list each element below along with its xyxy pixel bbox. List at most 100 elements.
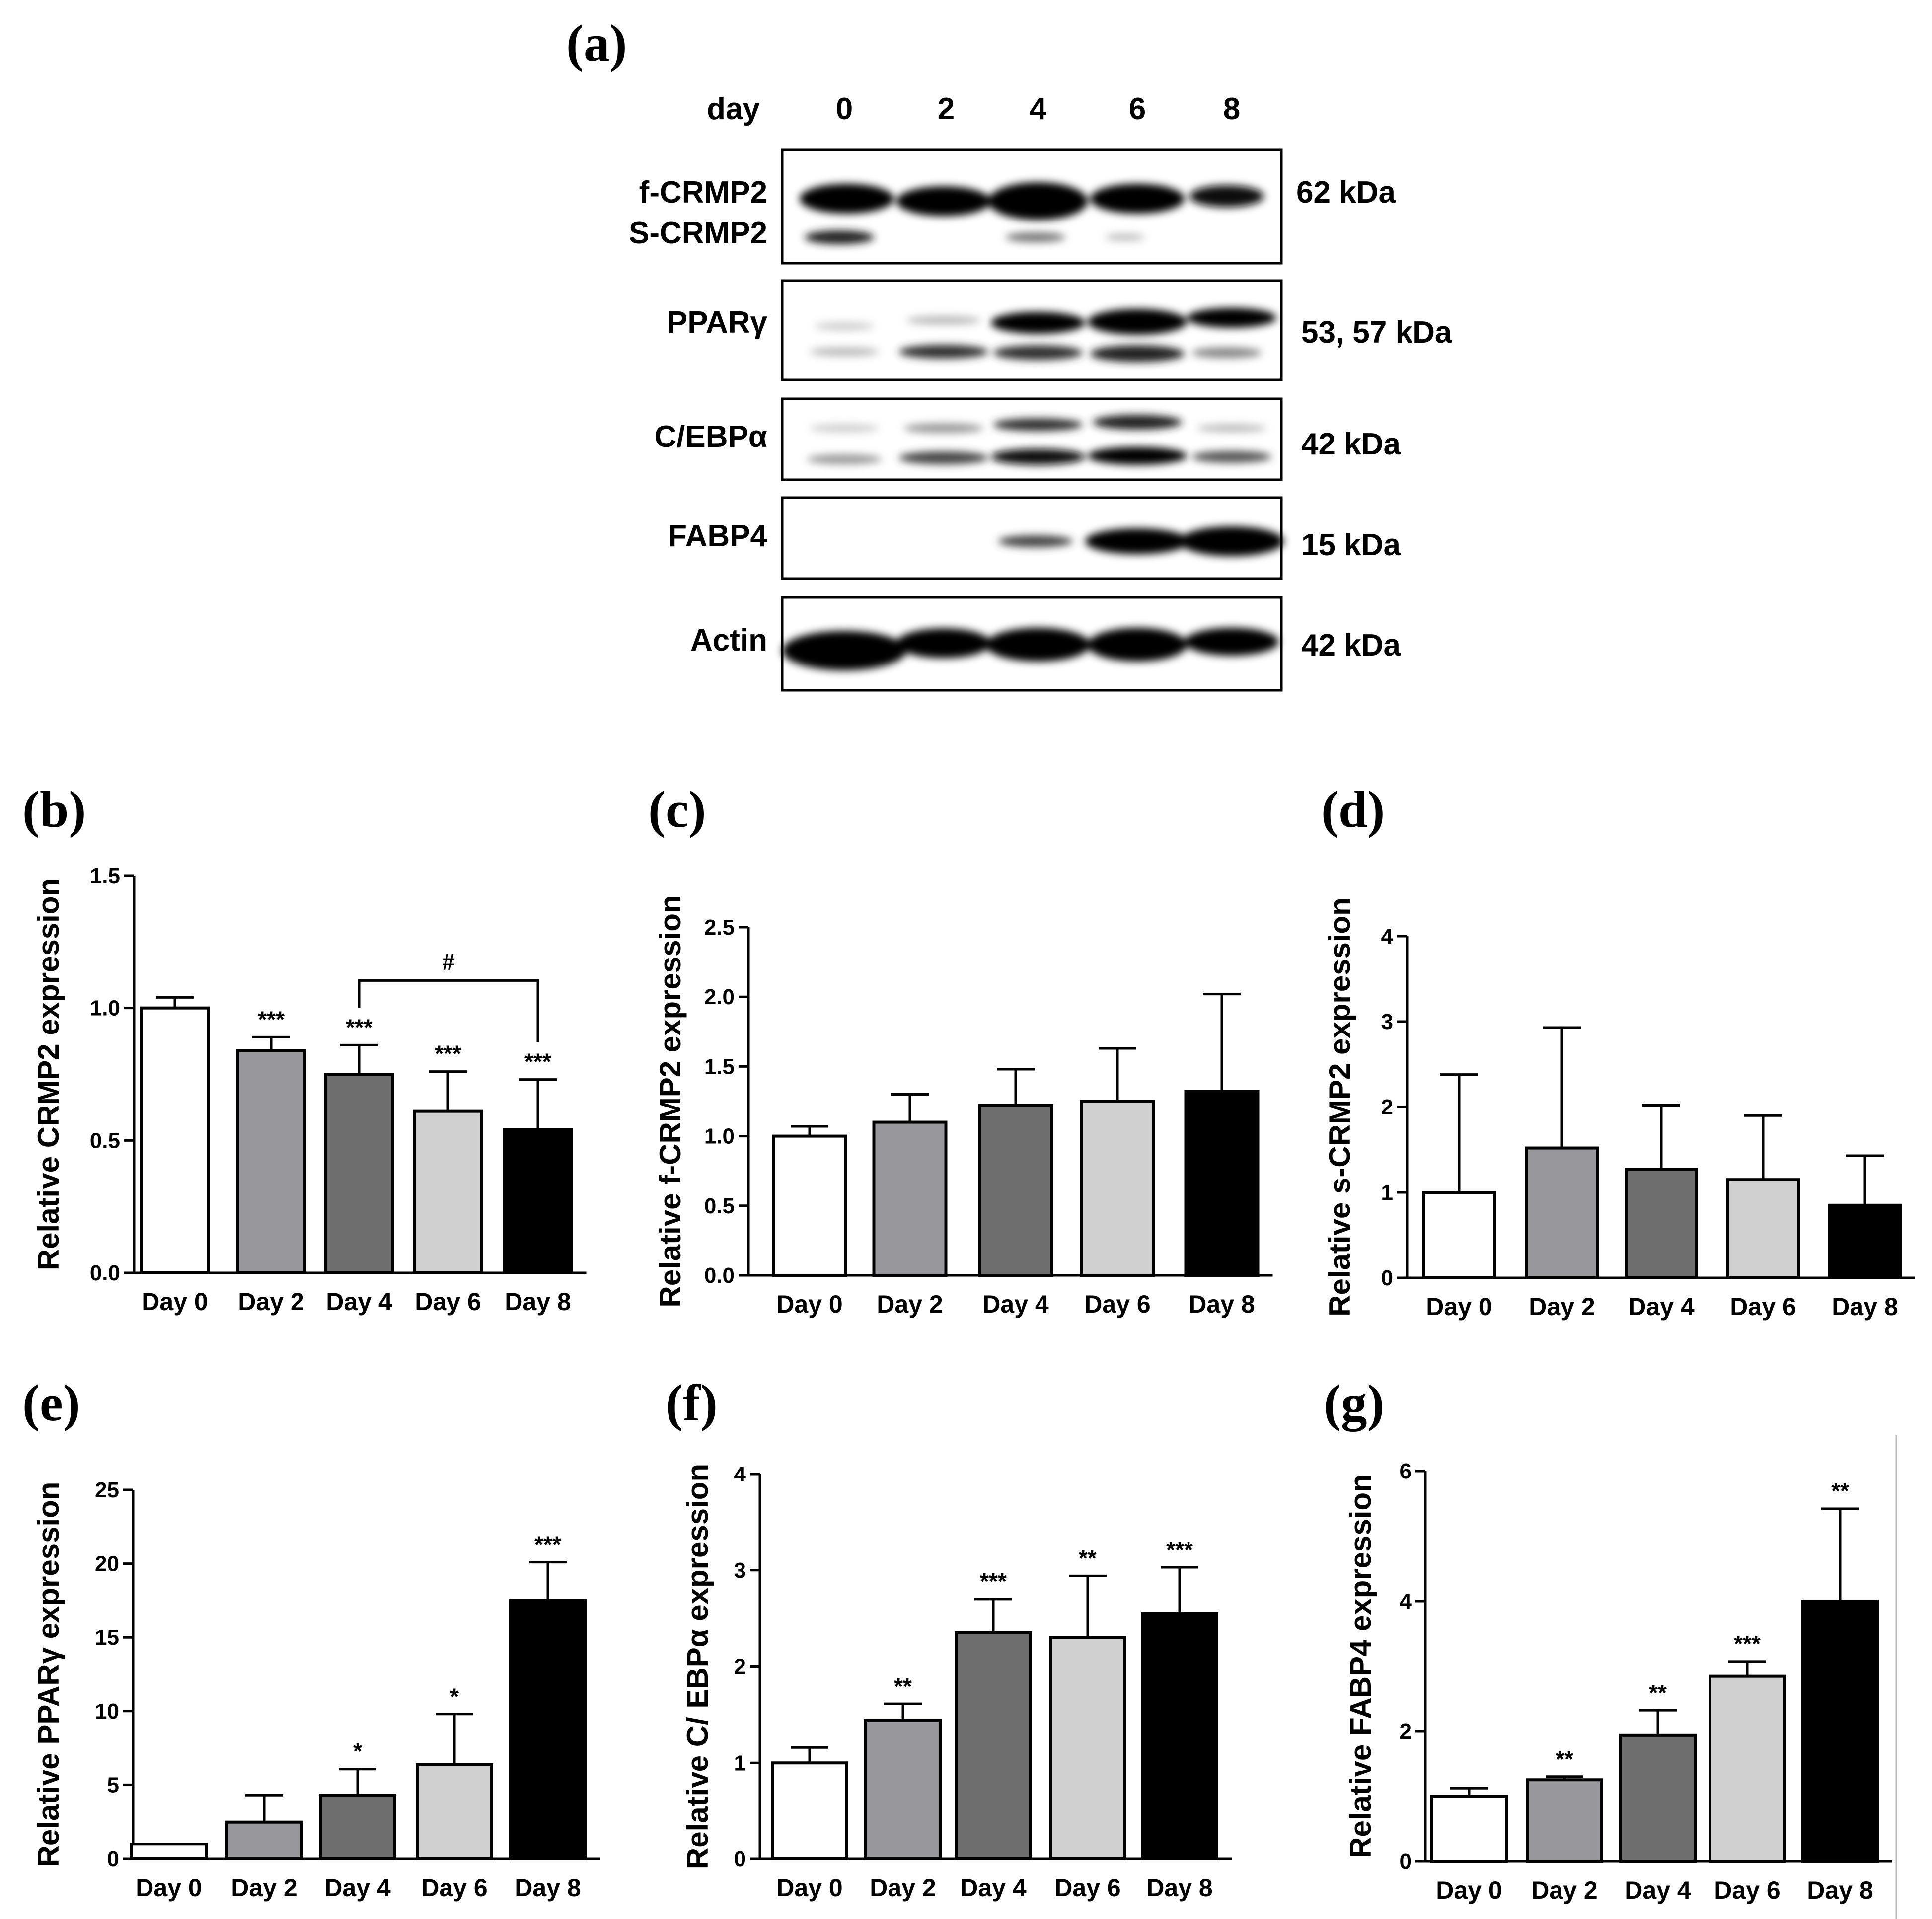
kda-label-cebpa: 42 kDa: [1301, 427, 1401, 461]
x-category-label: Day 2: [870, 1874, 936, 1902]
x-category-label: Day 8: [505, 1288, 571, 1316]
significance-marker: **: [1831, 1478, 1849, 1504]
y-tick-label: 0: [734, 1847, 746, 1871]
panel-a: (a) day 0 2 4 6 8 f-CRMP2 S-CRMP2 62 kDa: [566, 14, 1452, 692]
panel-g-chart: (g) 0 2 4 6 Relative FABP4 expression Day 0 **…: [1324, 1374, 1892, 1904]
lane-day-8: 8: [1223, 92, 1240, 126]
bar: [1801, 1600, 1879, 1863]
day-header-label: day: [707, 92, 760, 126]
x-category-label: Day 6: [1730, 1293, 1796, 1321]
y-tick-label: 1: [734, 1751, 746, 1775]
kda-label-crmp2: 62 kDa: [1296, 175, 1396, 210]
y-tick-label: 5: [107, 1773, 119, 1797]
panel-b-label: (b): [22, 780, 86, 838]
panel-d-chart: (d) 0 1 2 3 4 Relative s-CRMP2 expression Day …: [1321, 780, 1915, 1321]
significance-marker: **: [1649, 1680, 1667, 1705]
lane-day-6: 6: [1129, 92, 1146, 126]
y-tick-label: 3: [1381, 1010, 1393, 1034]
bar: [1526, 1778, 1603, 1863]
bar: [1422, 1191, 1496, 1279]
bar: [872, 1120, 948, 1277]
significance-marker: *: [353, 1738, 362, 1764]
x-category-label: Day 0: [776, 1874, 842, 1902]
y-tick-label: 4: [1381, 924, 1394, 949]
bar: [319, 1794, 396, 1861]
y-tick-label: 3: [734, 1558, 746, 1583]
significance-marker: **: [894, 1673, 912, 1699]
panel-f-chart: (f) 0 1 2 3 4 Relative C/ EBPα expression Day …: [666, 1374, 1232, 1902]
bar: [236, 1049, 306, 1274]
y-tick-label: 15: [95, 1625, 119, 1650]
bar: [130, 1843, 208, 1861]
x-category-label: Day 4: [1628, 1293, 1695, 1321]
significance-marker: **: [1556, 1746, 1573, 1772]
blot-cebpa-frame: [781, 397, 1283, 481]
blot-crmp2-bands: [800, 182, 1264, 244]
panel-c-label: (c): [648, 780, 706, 838]
bar: [1184, 1090, 1260, 1277]
bar: [503, 1128, 573, 1274]
x-category-label: Day 0: [776, 1290, 842, 1318]
x-category-label: Day 6: [415, 1288, 481, 1316]
panel-b-chart: (b) 0.0 0.5 1.0 1.5 Relative CRMP2 expressio…: [22, 780, 587, 1316]
bar: [955, 1631, 1032, 1860]
x-category-label: Day 4: [960, 1874, 1027, 1902]
bar: [225, 1820, 303, 1860]
x-category-label: Day 8: [1807, 1876, 1873, 1904]
x-category-label: Day 8: [1189, 1290, 1255, 1318]
bar: [1726, 1178, 1800, 1279]
bar: [413, 1109, 483, 1275]
x-category-label: Day 2: [1531, 1876, 1597, 1904]
blot-label-cebpa: C/EBPα: [654, 420, 767, 454]
significance-marker: ***: [534, 1532, 561, 1557]
panel-f-label: (f): [666, 1374, 718, 1432]
bar: [1625, 1168, 1698, 1280]
comparison-bracket: [358, 979, 539, 1042]
y-tick-label: 2: [734, 1655, 746, 1679]
bar: [1709, 1674, 1786, 1863]
x-category-label: Day 2: [231, 1874, 297, 1902]
x-category-label: Day 4: [1625, 1876, 1691, 1904]
bar: [1828, 1203, 1902, 1280]
y-tick-label: 0.5: [704, 1194, 735, 1218]
y-tick-label: 1.0: [90, 996, 120, 1021]
y-tick-label: 1.0: [704, 1124, 735, 1149]
kda-label-actin: 42 kDa: [1301, 628, 1401, 663]
significance-marker: ***: [524, 1049, 551, 1075]
x-category-label: Day 0: [136, 1874, 202, 1902]
panel-a-label: (a): [566, 14, 627, 72]
blot-cebpa-bands: [807, 415, 1271, 465]
significance-marker: **: [1079, 1545, 1097, 1571]
blot-label-fabp4: FABP4: [668, 519, 767, 553]
significance-marker: ***: [258, 1006, 285, 1032]
y-tick-label: 0.5: [90, 1128, 120, 1153]
panel-d-label: (d): [1321, 780, 1385, 838]
y-tick-label: 0: [1400, 1849, 1412, 1874]
blot-fabp4-bands: [998, 526, 1284, 556]
bar: [1430, 1795, 1508, 1863]
bar: [324, 1073, 394, 1274]
x-category-label: Day 8: [1832, 1293, 1898, 1321]
x-category-label: Day 8: [1146, 1874, 1212, 1902]
x-category-label: Day 6: [1714, 1876, 1780, 1904]
bar: [1619, 1733, 1697, 1863]
y-tick-label: 20: [95, 1552, 119, 1576]
lane-day-2: 2: [938, 92, 955, 126]
significance-marker: *: [450, 1684, 459, 1709]
lane-day-4: 4: [1030, 92, 1047, 126]
y-tick-label: 4: [1400, 1589, 1412, 1614]
y-tick-label: 1.5: [90, 864, 120, 888]
bar: [1141, 1612, 1218, 1860]
blot-actin-bands: [782, 628, 1279, 670]
x-category-label: Day 2: [1529, 1293, 1595, 1321]
x-category-label: Day 0: [1436, 1876, 1502, 1904]
y-tick-label: 0: [1381, 1266, 1393, 1290]
x-category-label: Day 8: [515, 1874, 581, 1902]
significance-marker: ***: [1734, 1631, 1761, 1657]
x-category-label: Day 6: [421, 1874, 487, 1902]
blot-label-f-crmp2: f-CRMP2: [639, 175, 767, 210]
x-category-label: Day 6: [1054, 1874, 1120, 1902]
bar: [1080, 1100, 1155, 1277]
bar: [771, 1761, 848, 1860]
